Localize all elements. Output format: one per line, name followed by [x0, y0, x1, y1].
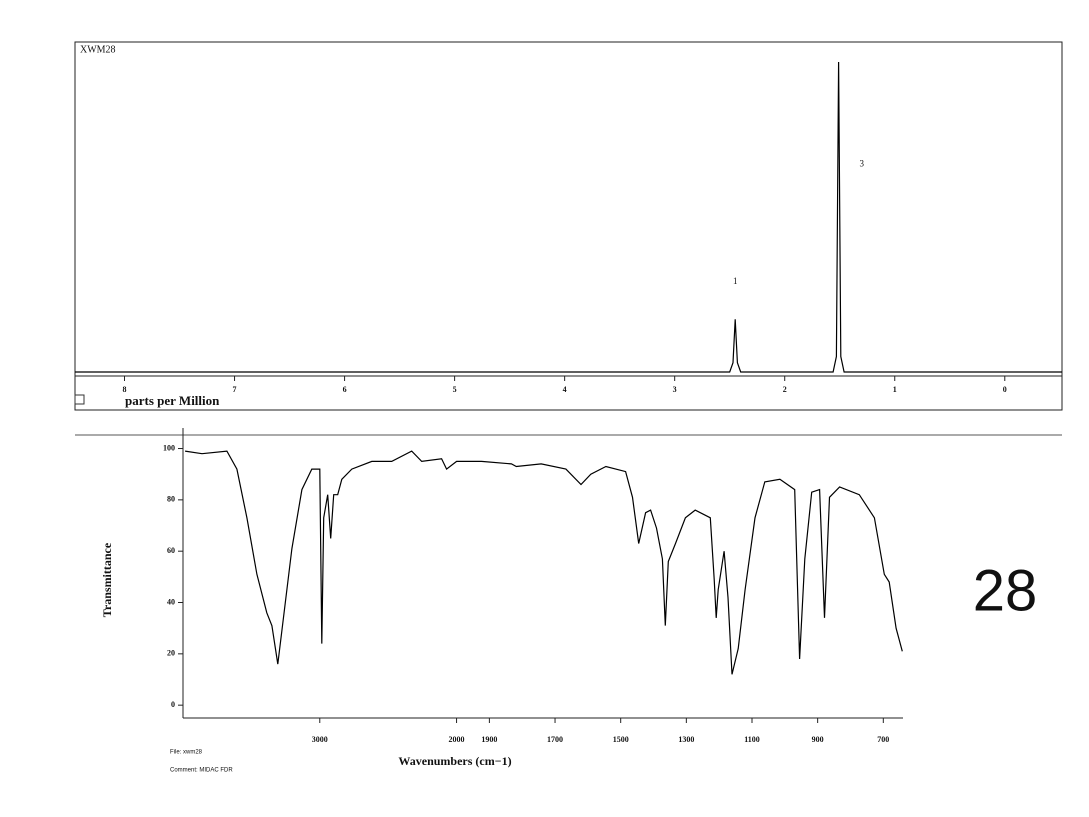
x-tick-label: 8: [123, 385, 127, 394]
y-tick-label: 0: [171, 700, 175, 709]
nmr-x-label: parts per Million: [125, 393, 220, 408]
ir-comment: Comment: MIDAC FDR: [170, 768, 233, 774]
x-tick-label: 1: [893, 385, 897, 394]
x-tick-label: 0: [1003, 385, 1007, 394]
nmr-box: [74, 394, 85, 405]
ir-x-label: Wavenumbers (cm−1): [398, 754, 511, 768]
x-tick-label: 5: [453, 385, 457, 394]
x-tick-label: 2000: [449, 735, 465, 744]
spectrum-line: [185, 450, 903, 675]
ir-file: File: xwm28: [170, 750, 203, 756]
x-tick-label: 4: [563, 385, 567, 394]
x-tick-label: 1900: [481, 735, 497, 744]
x-tick-label: 1700: [547, 735, 563, 744]
x-tick-label: 6: [343, 385, 347, 394]
y-tick-label: 100: [163, 443, 175, 452]
x-tick-label: 700: [877, 735, 889, 744]
y-tick-label: 60: [167, 546, 175, 555]
x-tick-label: 2: [783, 385, 787, 394]
x-tick-label: 3000: [312, 735, 328, 744]
annotation: 1: [733, 276, 738, 286]
y-tick-label: 80: [167, 495, 175, 504]
y-tick-label: 20: [167, 649, 175, 658]
spectrum-line: [75, 61, 1062, 373]
annotation: 3: [859, 158, 864, 168]
nmr-frame: [74, 41, 1063, 411]
ir-y-label: Transmittance: [100, 542, 114, 617]
x-tick-label: 3: [673, 385, 677, 394]
page-label: 28: [973, 558, 1038, 623]
x-tick-label: 1100: [744, 735, 760, 744]
nmr-title: XWM28: [80, 44, 116, 55]
x-tick-label: 7: [233, 385, 237, 394]
x-tick-label: 900: [812, 735, 824, 744]
y-tick-label: 40: [167, 597, 175, 606]
x-tick-label: 1500: [613, 735, 629, 744]
x-tick-label: 1300: [678, 735, 694, 744]
